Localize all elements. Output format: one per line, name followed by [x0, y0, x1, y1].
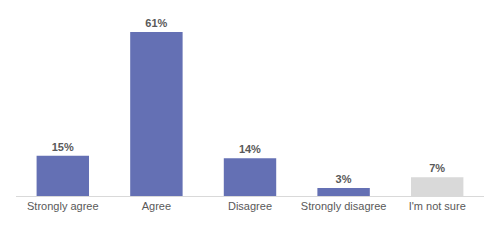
svg-text:Disagree: Disagree	[228, 200, 272, 212]
svg-text:61%: 61%	[145, 17, 167, 29]
svg-text:3%: 3%	[336, 173, 352, 185]
svg-text:14%: 14%	[239, 143, 261, 155]
svg-text:I'm not sure: I'm not sure	[409, 200, 466, 212]
svg-text:Agree: Agree	[142, 200, 171, 212]
svg-text:15%: 15%	[52, 141, 74, 153]
svg-text:Strongly agree: Strongly agree	[27, 200, 99, 212]
svg-text:7%: 7%	[429, 162, 445, 174]
svg-text:Strongly disagree: Strongly disagree	[301, 200, 387, 212]
